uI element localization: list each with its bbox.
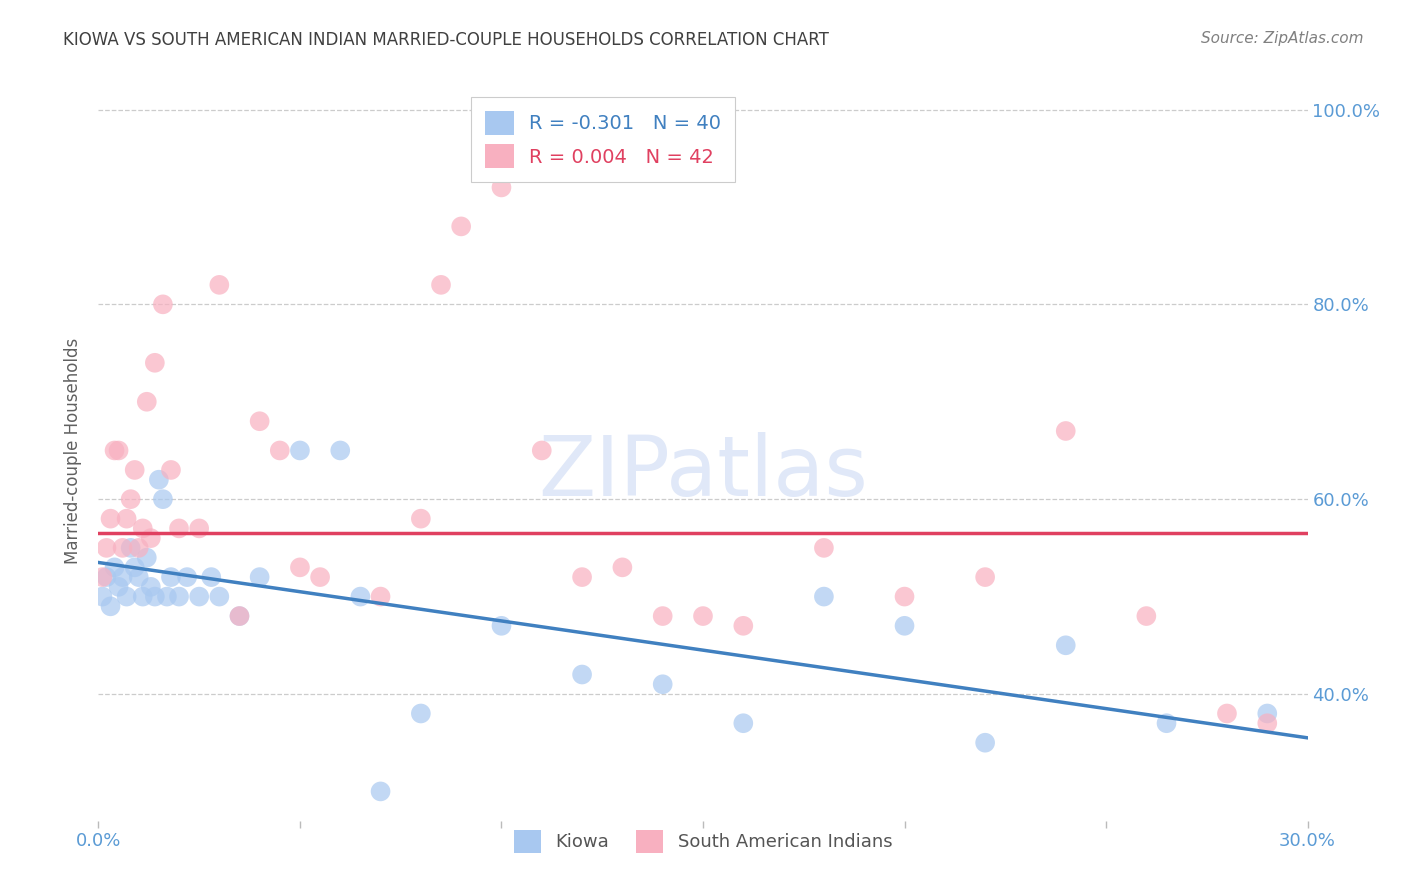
Point <box>651 609 673 624</box>
Point <box>115 590 138 604</box>
Point <box>132 521 155 535</box>
Point <box>107 443 129 458</box>
Point <box>135 550 157 565</box>
Point <box>152 492 174 507</box>
Point <box>100 599 122 614</box>
Point <box>1156 716 1178 731</box>
Point <box>813 590 835 604</box>
Point <box>176 570 198 584</box>
Point <box>349 590 371 604</box>
Text: KIOWA VS SOUTH AMERICAN INDIAN MARRIED-COUPLE HOUSEHOLDS CORRELATION CHART: KIOWA VS SOUTH AMERICAN INDIAN MARRIED-C… <box>63 31 830 49</box>
Point <box>160 570 183 584</box>
Point <box>1054 424 1077 438</box>
Point <box>450 219 472 234</box>
Point <box>329 443 352 458</box>
Point <box>107 580 129 594</box>
Point <box>288 560 311 574</box>
Point <box>128 541 150 555</box>
Point <box>571 667 593 681</box>
Point <box>188 521 211 535</box>
Point <box>156 590 179 604</box>
Point <box>100 511 122 525</box>
Point <box>651 677 673 691</box>
Point <box>132 590 155 604</box>
Y-axis label: Married-couple Households: Married-couple Households <box>65 337 83 564</box>
Point <box>813 541 835 555</box>
Point <box>692 609 714 624</box>
Point <box>143 356 166 370</box>
Point <box>96 570 118 584</box>
Point <box>893 619 915 633</box>
Point <box>1054 638 1077 652</box>
Point <box>1256 706 1278 721</box>
Point <box>115 511 138 525</box>
Point <box>188 590 211 604</box>
Point <box>733 619 755 633</box>
Point <box>91 590 114 604</box>
Point <box>491 619 513 633</box>
Point <box>152 297 174 311</box>
Point <box>111 570 134 584</box>
Point <box>96 541 118 555</box>
Legend: Kiowa, South American Indians: Kiowa, South American Indians <box>506 823 900 860</box>
Point <box>733 716 755 731</box>
Point <box>491 180 513 194</box>
Point <box>974 736 997 750</box>
Point <box>288 443 311 458</box>
Point <box>893 590 915 604</box>
Point <box>269 443 291 458</box>
Point <box>309 570 332 584</box>
Point <box>249 570 271 584</box>
Point <box>167 521 190 535</box>
Point <box>249 414 271 428</box>
Point <box>1135 609 1157 624</box>
Point <box>409 706 432 721</box>
Text: ZIPatlas: ZIPatlas <box>538 432 868 513</box>
Point <box>103 560 125 574</box>
Point <box>1216 706 1239 721</box>
Point <box>139 580 162 594</box>
Point <box>430 277 453 292</box>
Point <box>124 560 146 574</box>
Text: Source: ZipAtlas.com: Source: ZipAtlas.com <box>1201 31 1364 46</box>
Point <box>160 463 183 477</box>
Point <box>124 463 146 477</box>
Point <box>612 560 634 574</box>
Point <box>370 784 392 798</box>
Point <box>370 590 392 604</box>
Point <box>120 541 142 555</box>
Point <box>228 609 250 624</box>
Point <box>128 570 150 584</box>
Point <box>228 609 250 624</box>
Point <box>974 570 997 584</box>
Point <box>571 570 593 584</box>
Point <box>143 590 166 604</box>
Point <box>1256 716 1278 731</box>
Point <box>208 590 231 604</box>
Point <box>120 492 142 507</box>
Point <box>139 531 162 545</box>
Point <box>167 590 190 604</box>
Point <box>200 570 222 584</box>
Point <box>530 443 553 458</box>
Point <box>148 473 170 487</box>
Point <box>111 541 134 555</box>
Point <box>208 277 231 292</box>
Point <box>91 570 114 584</box>
Point <box>409 511 432 525</box>
Point <box>103 443 125 458</box>
Point <box>135 394 157 409</box>
